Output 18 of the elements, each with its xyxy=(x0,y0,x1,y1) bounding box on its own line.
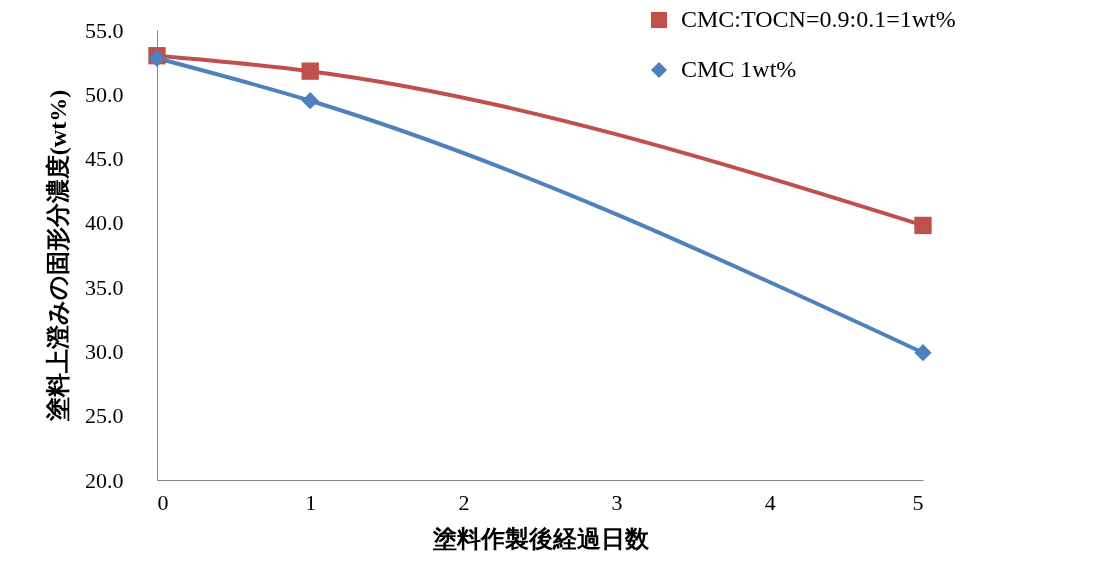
legend-label: CMC 1wt% xyxy=(681,56,797,82)
x-tick-label: 1 xyxy=(305,489,317,515)
x-tick-label: 0 xyxy=(157,489,169,515)
y-tick-label: 25.0 xyxy=(85,403,124,429)
y-tick-label: 30.0 xyxy=(85,338,124,364)
y-tick-label: 40.0 xyxy=(85,210,124,236)
x-axis-title: 塗料作製後経過日数 xyxy=(431,525,650,552)
y-tick-label: 45.0 xyxy=(85,146,124,172)
y-axis-title: 塗料上澄みの固形分濃度(wt%) xyxy=(45,89,71,423)
x-tick-label: 3 xyxy=(611,489,623,515)
x-tick-label: 4 xyxy=(764,489,776,515)
y-tick-label: 50.0 xyxy=(85,81,124,107)
legend-label: CMC:TOCN=0.9:0.1=1wt% xyxy=(681,6,956,32)
y-tick-label: 55.0 xyxy=(85,17,124,43)
x-tick-label: 5 xyxy=(912,489,924,515)
y-tick-label: 35.0 xyxy=(85,274,124,300)
y-tick-label: 20.0 xyxy=(85,467,124,493)
x-tick-label: 2 xyxy=(458,489,470,515)
